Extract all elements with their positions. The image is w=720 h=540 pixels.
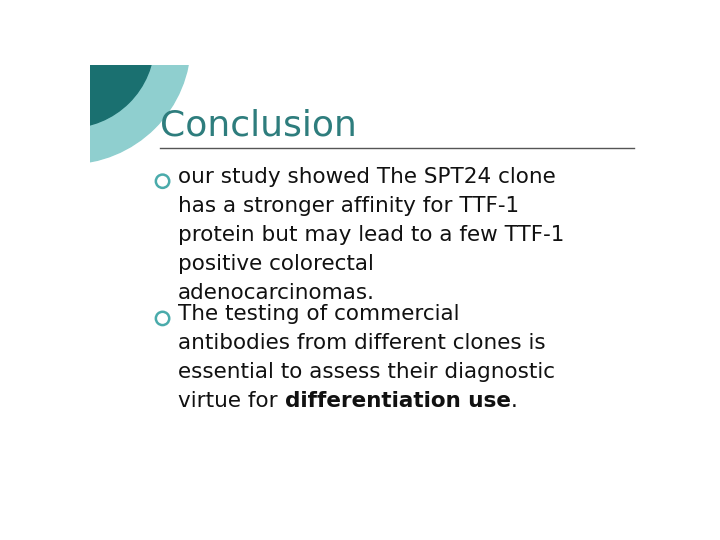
Text: .: . — [510, 391, 518, 411]
Ellipse shape — [0, 0, 190, 164]
Text: antibodies from different clones is: antibodies from different clones is — [178, 333, 546, 353]
Text: positive colorectal: positive colorectal — [178, 254, 374, 274]
Text: The testing of commercial: The testing of commercial — [178, 304, 459, 324]
Ellipse shape — [0, 0, 154, 128]
Text: protein but may lead to a few TTF-1: protein but may lead to a few TTF-1 — [178, 225, 564, 245]
Text: our study showed The SPT24 clone: our study showed The SPT24 clone — [178, 167, 556, 187]
Text: Conclusion: Conclusion — [160, 109, 356, 143]
Text: has a stronger affinity for TTF-1: has a stronger affinity for TTF-1 — [178, 196, 519, 216]
Text: adenocarcinomas.: adenocarcinomas. — [178, 283, 375, 303]
Text: virtue for: virtue for — [178, 391, 284, 411]
Text: essential to assess their diagnostic: essential to assess their diagnostic — [178, 362, 555, 382]
Text: differentiation use: differentiation use — [284, 391, 510, 411]
